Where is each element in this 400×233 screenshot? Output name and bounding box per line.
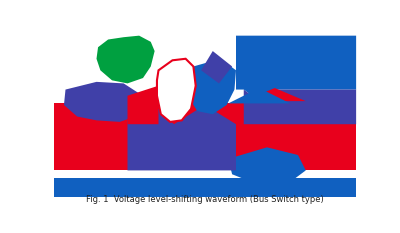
Polygon shape — [54, 178, 356, 197]
Polygon shape — [54, 103, 356, 170]
Polygon shape — [228, 147, 306, 182]
Polygon shape — [244, 89, 356, 124]
Polygon shape — [201, 51, 232, 83]
Polygon shape — [228, 88, 290, 103]
Polygon shape — [191, 59, 236, 114]
Polygon shape — [96, 36, 155, 83]
Polygon shape — [244, 88, 306, 101]
Polygon shape — [50, 28, 54, 207]
Text: Fig. 1  Voltage level-shifting waveform (Bus Switch type): Fig. 1 Voltage level-shifting waveform (… — [86, 195, 324, 203]
Polygon shape — [128, 105, 236, 170]
Polygon shape — [236, 36, 356, 101]
Polygon shape — [64, 82, 143, 122]
Polygon shape — [157, 59, 196, 122]
Polygon shape — [128, 86, 158, 124]
